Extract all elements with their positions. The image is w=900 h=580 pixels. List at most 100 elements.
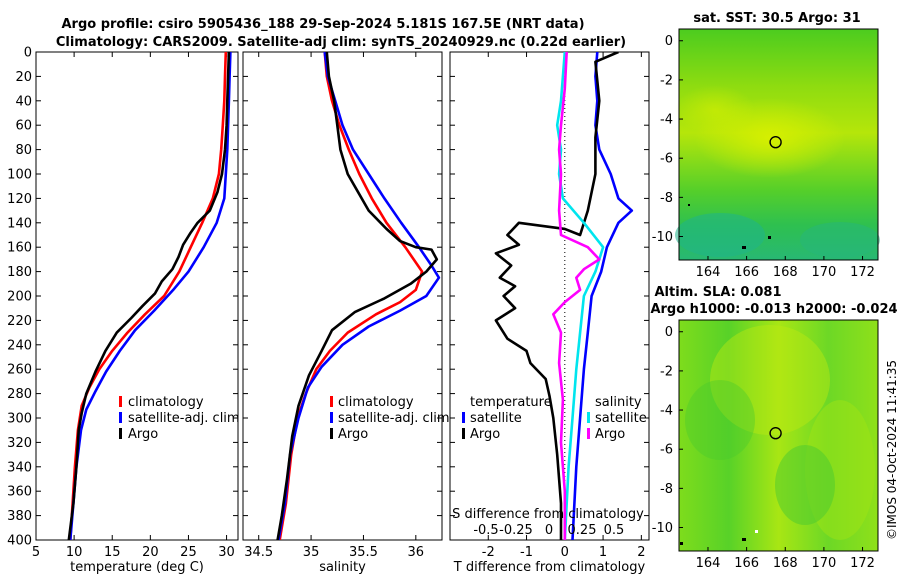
map-x-tick-label: 170 — [811, 265, 836, 280]
s-difference-tick-label: -0.25 — [499, 523, 533, 538]
map-x-tick-label: 172 — [850, 265, 875, 280]
x-tick-label: 1 — [599, 545, 607, 560]
x-tick-label: -2 — [482, 545, 495, 560]
y-tick-label: 120 — [7, 192, 32, 207]
y-tick-label: 200 — [7, 290, 32, 305]
map-x-tick-label: 166 — [734, 265, 759, 280]
sla-map-axes: 164 166 168 170 172 0 -2 -4 -6 -8 -10 — [652, 325, 875, 571]
y-tick-label: 300 — [7, 412, 32, 427]
y-tick-label: 240 — [7, 338, 32, 353]
legend-label-salinity: salinity — [595, 395, 642, 410]
sst-map-frame — [678, 28, 879, 261]
map-x-tick-label: 166 — [734, 556, 759, 571]
map-y-tick-label: 0 — [665, 325, 673, 340]
argo-location-marker — [769, 135, 782, 149]
x-tick-label: 0 — [561, 545, 569, 560]
sst-cool-patch — [800, 222, 880, 258]
x-tick-label: 15 — [104, 545, 121, 560]
sla-low-patch — [685, 380, 755, 460]
x-axis-label: temperature (deg C) — [70, 560, 204, 575]
y-tick-label: 380 — [7, 509, 32, 524]
map-y-tick-label: -10 — [652, 230, 673, 245]
x-tick-label: 2 — [637, 545, 645, 560]
legend-label-t-satellite: satellite — [470, 411, 522, 426]
y-tick-label: 0 — [24, 46, 32, 61]
y-tick-label: 160 — [7, 241, 32, 256]
y-tick-label: 340 — [7, 460, 32, 475]
legend-label-temperature: temperature — [470, 395, 552, 410]
map-y-tick-label: -6 — [660, 152, 673, 167]
x-tick-label: 10 — [66, 545, 83, 560]
map-y-tick-label: -6 — [660, 443, 673, 458]
argo-location-marker — [769, 427, 782, 440]
title-line-1: Argo profile: csiro 5905436_188 29-Sep-2… — [61, 17, 584, 32]
x-tick-label: 35.5 — [349, 545, 378, 560]
x-axis-label: salinity — [319, 560, 366, 575]
sla-map-title-line-2: Argo h1000: -0.013 h2000: -0.024 — [650, 302, 897, 317]
y-tick-label: 20 — [15, 70, 32, 85]
series-line-satellite-adj-clim — [69, 52, 232, 540]
legend-label-climatology: climatology — [338, 395, 414, 410]
y-tick-label: 280 — [7, 387, 32, 402]
legend-swatch-s-argo — [587, 428, 590, 439]
map-y-tick-label: -10 — [652, 521, 673, 536]
y-tick-label: 260 — [7, 363, 32, 378]
y-tick-label: 140 — [7, 216, 32, 231]
s-difference-tick-label: 0.5 — [604, 523, 625, 538]
credit-text: ©IMOS 04-Oct-2024 11:41:35 — [885, 360, 899, 540]
y-tick-label: 80 — [15, 143, 32, 158]
x-tick-label: 25 — [180, 545, 197, 560]
map-y-tick-label: -2 — [660, 73, 673, 88]
x-tick-label: 35 — [303, 545, 320, 560]
s-difference-tick-label: -0.5 — [473, 523, 498, 538]
x-tick-label: 36 — [408, 545, 425, 560]
island — [680, 542, 683, 545]
series-line-temperature-argo — [494, 52, 619, 540]
difference-panel: -2 -1 0 1 2T difference from climatology — [449, 51, 650, 575]
x-tick-label: 30 — [218, 545, 235, 560]
sla-low-patch — [775, 445, 835, 525]
difference-legend: temperature satellite Argo salinity sate… — [462, 395, 647, 442]
sla-map-frame — [678, 319, 879, 552]
legend-swatch-argo — [330, 428, 333, 439]
legend-label-s-argo: Argo — [595, 427, 625, 442]
series-line-salinity-argo — [551, 52, 601, 540]
legend-label-t-argo: Argo — [470, 427, 500, 442]
s-difference-ticks: -0.5 -0.25 0 0.25 0.5 — [473, 523, 624, 538]
series-group — [276, 52, 441, 540]
series-line-temperature-satellite — [571, 52, 634, 540]
y-tick-label: 220 — [7, 314, 32, 329]
legend-label-argo: Argo — [128, 427, 158, 442]
temperature-legend: climatology satellite-adj. clim Argo — [119, 395, 240, 442]
legend-label-s-satellite: satellite — [595, 411, 647, 426]
salinity-legend: climatology satellite-adj. clim Argo — [330, 395, 450, 442]
map-y-tick-label: -8 — [660, 191, 673, 206]
y-tick-label: 180 — [7, 265, 32, 280]
sst-map-title: sat. SST: 30.5 Argo: 31 — [693, 11, 860, 26]
map-x-tick-label: 170 — [811, 556, 836, 571]
legend-swatch-climatology — [119, 396, 122, 407]
legend-swatch-s-satellite — [587, 412, 590, 423]
axes-frame — [449, 51, 650, 541]
series-line-satellite-adj-clim — [277, 52, 441, 540]
y-tick-label: 100 — [7, 168, 32, 183]
island — [768, 236, 771, 239]
y-tick-label: 40 — [15, 94, 32, 109]
island — [688, 204, 690, 206]
map-x-tick-label: 164 — [696, 556, 721, 571]
island — [742, 246, 746, 249]
island — [755, 530, 758, 533]
map-y-tick-label: -8 — [660, 482, 673, 497]
map-y-tick-label: -4 — [660, 113, 673, 128]
map-y-tick-label: -4 — [660, 404, 673, 419]
legend-swatch-t-argo — [462, 428, 465, 439]
map-x-tick-label: 164 — [696, 265, 721, 280]
title-line-2: Climatology: CARS2009. Satellite-adj cli… — [56, 35, 626, 50]
sst-map-axes: 164 166 168 170 172 0 -2 -4 -6 -8 -10 — [652, 34, 875, 280]
y-tick-label: 60 — [15, 119, 32, 134]
legend-swatch-argo — [119, 428, 122, 439]
map-x-tick-label: 168 — [773, 556, 798, 571]
series-line-salinity-satellite — [555, 52, 605, 540]
y-tick-label: 400 — [7, 534, 32, 549]
